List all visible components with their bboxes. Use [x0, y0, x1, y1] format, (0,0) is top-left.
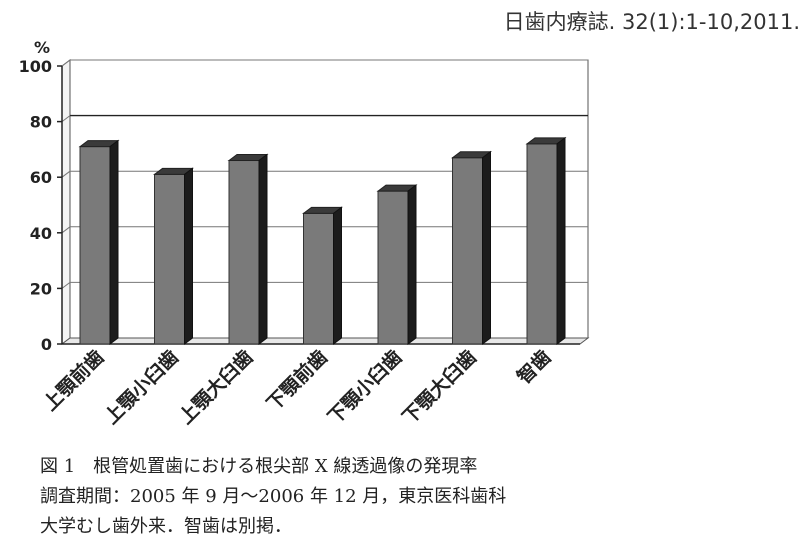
- x-tick-label: 下顎前歯: [262, 345, 332, 415]
- gridline-side: [61, 226, 71, 234]
- y-tick-label: 20: [30, 279, 52, 298]
- caption-line-1: 図 1 根管処置歯における根尖部 X 線透過像の発現率: [40, 456, 478, 477]
- figure-caption: 図 1 根管処置歯における根尖部 X 線透過像の発現率 調査期間：2005 年 …: [40, 452, 506, 542]
- y-tick-label: 60: [30, 168, 52, 187]
- bar-side: [407, 184, 417, 345]
- x-tick-label: 上顎小臼歯: [100, 345, 183, 428]
- gridline-side: [61, 115, 71, 122]
- x-tick-label: 智歯: [512, 345, 555, 388]
- bar: [79, 146, 111, 345]
- bar: [452, 157, 483, 345]
- gridline-side: [61, 59, 71, 67]
- y-tick-label: 100: [19, 57, 52, 76]
- bar: [526, 143, 558, 345]
- x-tick-label: 下顎小臼歯: [323, 345, 406, 428]
- bar: [303, 212, 334, 345]
- gridline-side: [61, 281, 71, 289]
- bar-side: [184, 167, 193, 345]
- y-tick-label: 40: [30, 224, 52, 243]
- y-tick-label: 80: [30, 113, 52, 132]
- bar: [228, 160, 260, 345]
- citation-text: 日歯内療誌. 32(1):1-10,2011.: [503, 10, 800, 34]
- chart-side-wall: [61, 59, 71, 345]
- bar-side: [482, 150, 491, 345]
- bar-side: [556, 136, 566, 345]
- x-tick-label: 下顎大臼歯: [398, 345, 481, 428]
- x-tick-label: 上顎前歯: [39, 345, 109, 415]
- bar-side: [109, 139, 119, 345]
- bar-side: [333, 206, 342, 345]
- y-axis-unit-label: %: [34, 38, 51, 57]
- y-tick-label: 0: [41, 335, 52, 354]
- gridline-side: [61, 170, 71, 178]
- bar: [377, 190, 409, 345]
- caption-line-2: 調査期間：2005 年 9 月〜2006 年 12 月，東京医科歯科: [40, 486, 507, 507]
- x-tick-label: 上顎大臼歯: [174, 345, 257, 428]
- bar-side: [258, 153, 268, 345]
- bar: [154, 173, 185, 345]
- caption-line-3: 大学むし歯外来．智歯は別掲．: [40, 516, 292, 537]
